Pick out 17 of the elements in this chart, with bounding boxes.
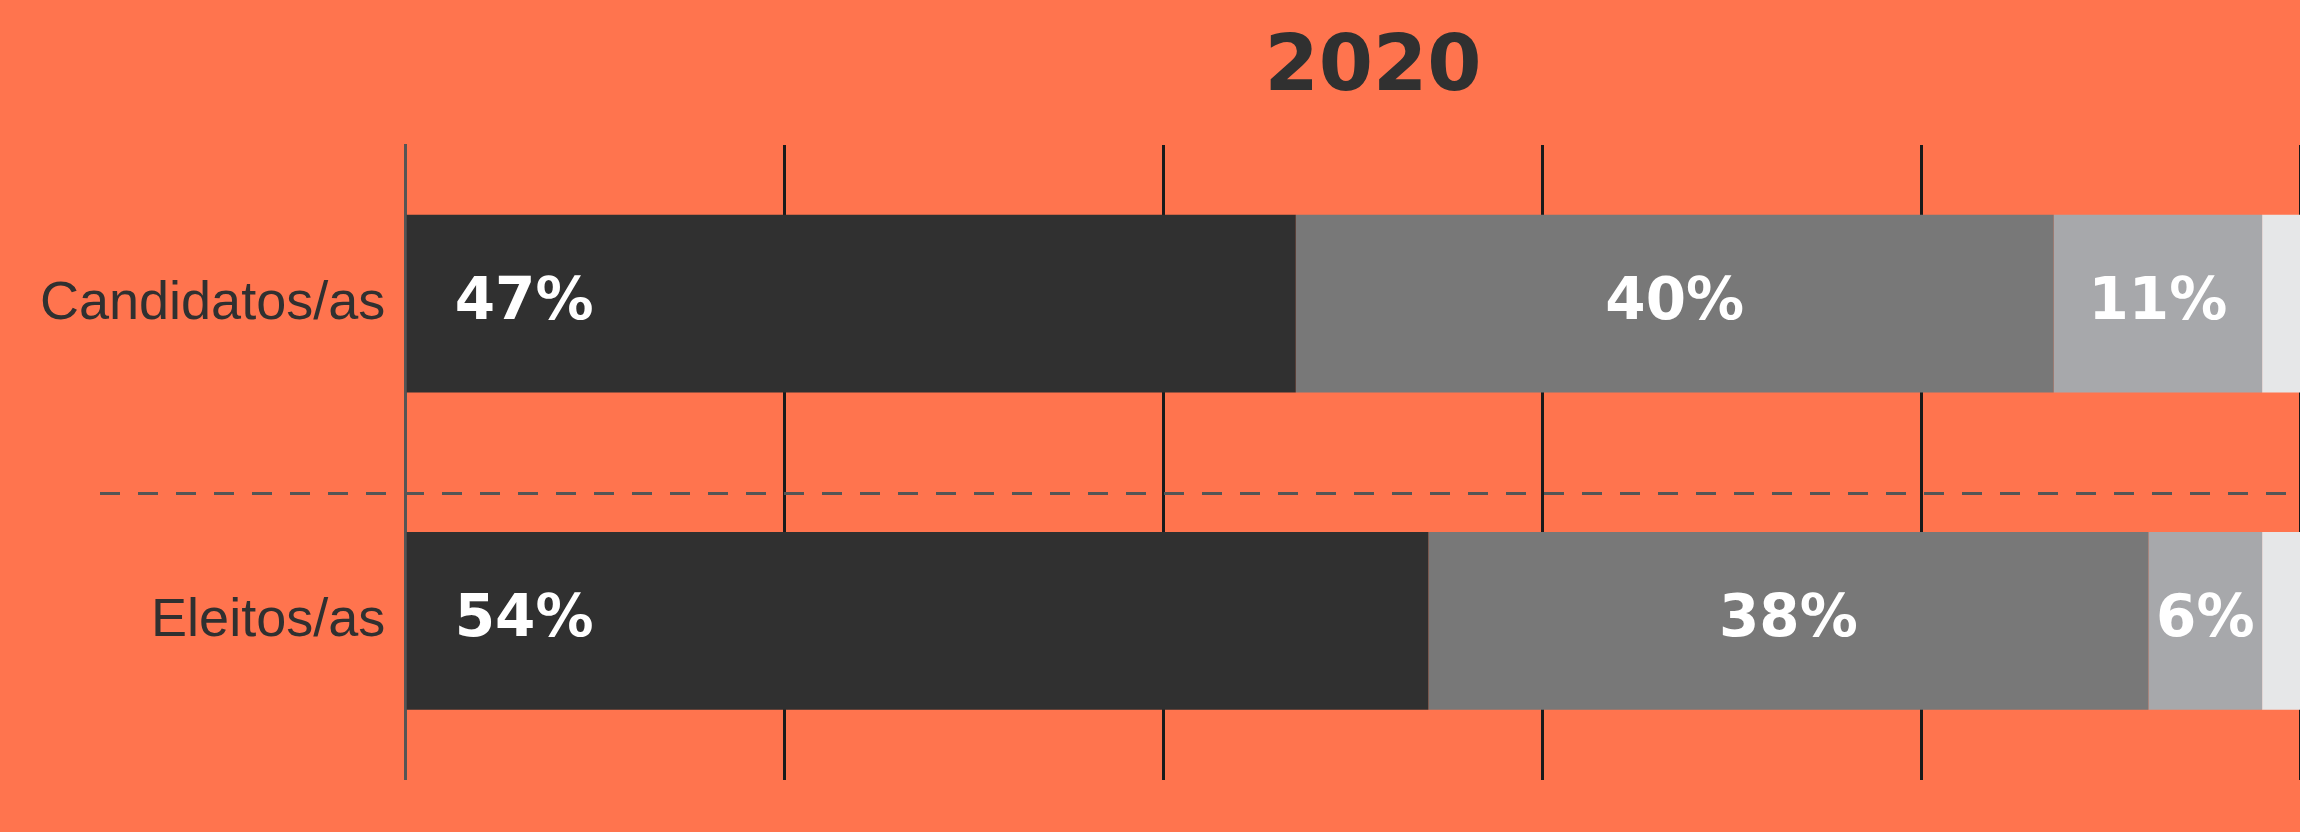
bar — [2262, 214, 2300, 393]
bar — [2262, 532, 2300, 710]
data-label: 47% — [454, 264, 594, 333]
data-label: 6% — [2156, 582, 2255, 651]
bar — [406, 214, 1296, 393]
data-label: 40% — [1605, 264, 1745, 333]
data-label: 54% — [454, 582, 594, 651]
data-label: 38% — [1719, 582, 1858, 651]
data-label: 11% — [2088, 264, 2228, 333]
bar — [2053, 214, 2263, 393]
bar — [1428, 532, 2149, 710]
y-tick-label: Candidatos/as — [39, 269, 386, 330]
bar — [406, 532, 1429, 710]
chart-title: 2020 — [1263, 18, 1483, 108]
y-tick-label: Eleitos/as — [151, 586, 386, 647]
bar — [1295, 214, 2054, 393]
bar — [2148, 532, 2263, 710]
